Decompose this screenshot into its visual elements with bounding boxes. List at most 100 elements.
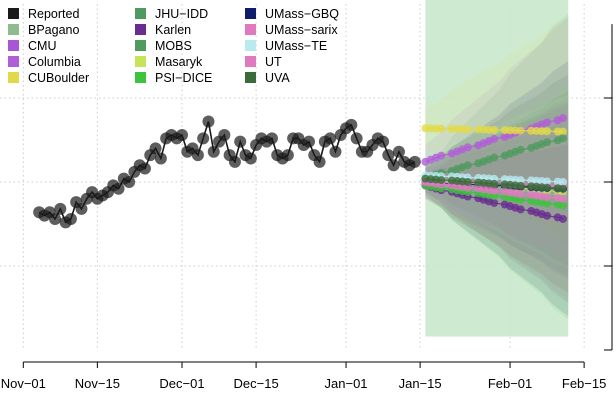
series-point [558,114,567,123]
x-tick-label: Nov−01 [1,376,46,391]
reported-point [112,182,125,195]
legend-item: UT [245,55,282,69]
series-point [490,134,499,143]
legend-item: MOBS [135,39,192,53]
legend-label: Columbia [28,55,81,69]
reported-point [350,132,363,145]
legend-label: UMass−TE [265,39,327,53]
reported-point [244,152,257,165]
reported-point [281,149,294,162]
x-tick-label: Feb−15 [562,376,606,391]
reported-point [123,176,136,188]
series-point [437,151,446,160]
reported-point [392,145,405,158]
legend-item: Masaryk [135,55,203,69]
forecast-series [421,114,567,223]
reported-point [191,149,204,162]
legend-label: BPagano [28,23,79,37]
series-point [543,183,552,192]
legend-label: UMass−sarix [265,23,338,37]
reported-point [303,135,315,148]
series-point [463,161,472,170]
reported-point [202,115,215,128]
legend-label: CMU [28,39,56,53]
reported-point [382,149,395,162]
legend-swatch [245,56,256,67]
legend: Reported BPagano CMU Columbia CUBoulder JHU−I… [8,7,339,85]
series-point [516,145,525,154]
legend-swatch [245,40,256,51]
axes: Nov−01 Nov−15 Dec−01 Dec−15 Jan−01 Jan−15 Feb−… [1,24,613,391]
reported-point [54,202,67,215]
legend-label: CUBoulder [28,71,89,85]
reported-point [176,128,189,141]
legend-item: UMass−TE [245,39,327,53]
legend-label: UT [265,55,282,69]
series-point [543,177,552,186]
reported-point [265,132,278,145]
legend-label: UMass−GBQ [265,7,339,21]
legend-item: Karlen [135,23,191,37]
series-point [558,184,567,193]
reported-point [228,155,241,168]
legend-swatch [135,24,146,35]
series-point [558,134,567,143]
legend-label: MOBS [155,39,192,53]
series-point [516,195,525,204]
reported-point [408,155,421,168]
legend-swatch [8,72,19,83]
series-point [558,201,567,210]
legend-item: Columbia [8,55,81,69]
x-tick-label: Feb−01 [488,376,532,391]
reported-point [345,118,358,131]
legend-swatch [245,72,256,83]
series-point [463,183,472,192]
series-point [516,205,525,214]
forecast-bands [425,0,569,337]
x-tick-label: Nov−15 [75,376,120,391]
legend-swatch [135,56,146,67]
series-point [543,211,552,220]
series-uva [421,174,567,193]
x-tick-label: Dec−15 [234,376,279,391]
series-columbia [421,114,567,166]
series-point [516,190,525,198]
series-point [437,176,446,185]
legend-item: Reported [8,7,79,21]
legend-swatch [8,24,19,35]
x-tick-label: Jan−01 [325,376,368,391]
reported-point [329,145,342,158]
reported-point [207,145,220,158]
reported-point [324,132,337,145]
legend-item: UMass−GBQ [245,7,339,21]
series-point [516,126,525,135]
legend-swatch [8,56,19,67]
legend-label: Masaryk [155,55,203,69]
legend-item: UMass−sarix [245,23,338,37]
legend-label: UVA [265,71,290,85]
legend-swatch [8,8,19,19]
reported-point [313,155,326,168]
series-point [543,127,552,136]
series-point [490,186,499,195]
series-cuboulder [421,124,567,136]
reported-point [138,162,151,175]
reported-point [75,202,88,215]
reported-point [387,159,400,172]
series-point [437,124,446,133]
series-point [490,179,499,188]
series-point [490,198,499,207]
legend-item: CUBoulder [8,71,89,85]
reported-point [234,135,247,148]
legend-label: JHU−IDD [155,7,208,21]
legend-item: UVA [245,71,290,85]
series-point [543,118,552,127]
x-tick-label: Jan−15 [399,376,442,391]
reported-series [33,115,421,229]
series-point [558,127,567,136]
x-tick-label: Dec−01 [159,376,204,391]
series-point [516,181,525,190]
reported-point [377,135,390,148]
series-point [490,126,499,134]
